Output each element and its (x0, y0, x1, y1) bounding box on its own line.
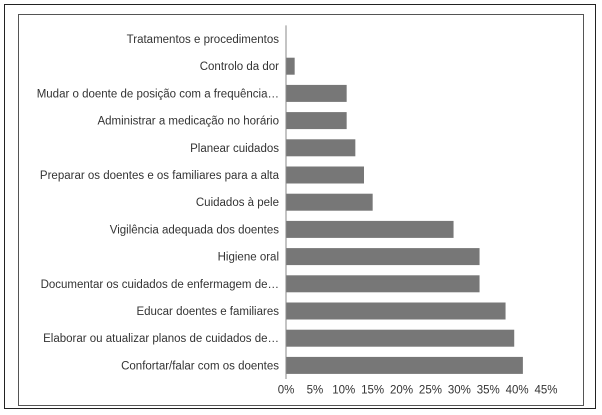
x-tick-label: 40% (506, 384, 529, 396)
bar (286, 112, 347, 130)
category-label: Educar doentes e familiares (136, 306, 279, 318)
bar (286, 57, 295, 75)
category-label: Mudar o doente de posição com a frequênc… (37, 88, 279, 100)
bar (286, 329, 515, 347)
category-label: Tratamentos e procedimentos (127, 34, 280, 46)
x-tick-label: 5% (307, 384, 324, 396)
category-label: Planear cuidados (190, 143, 279, 155)
x-tick-label: 25% (419, 384, 442, 396)
x-tick-label: 20% (390, 384, 413, 396)
x-tick-labels: 0% 5% 10% 15% 20% 25% 30% 35% 40% 45% (278, 384, 558, 396)
bar (286, 84, 347, 102)
bars (286, 57, 523, 374)
category-label: Elaborar ou atualizar planos de cuidados… (43, 333, 279, 345)
bar (286, 220, 454, 238)
bar (286, 302, 506, 320)
x-tick-label: 15% (361, 384, 384, 396)
bar (286, 193, 373, 211)
bar (286, 275, 480, 293)
bar (286, 139, 356, 157)
category-label: Preparar os doentes e os familiares para… (40, 170, 280, 182)
x-tick-label: 10% (332, 384, 355, 396)
category-label: Administrar a medicação no horário (97, 116, 279, 128)
category-label: Confortar/falar com os doentes (121, 360, 279, 372)
category-label: Documentar os cuidados de enfermagem de… (41, 279, 279, 291)
bar (286, 356, 523, 374)
category-label: Vigilência adequada dos doentes (110, 224, 279, 236)
x-tick-label: 0% (278, 384, 295, 396)
category-label: Cuidados à pele (196, 197, 279, 209)
x-tick-label: 30% (448, 384, 471, 396)
bar (286, 166, 364, 184)
x-tick-label: 45% (534, 384, 557, 396)
bar (286, 248, 480, 266)
category-labels: Tratamentos e procedimentos Controlo da d… (37, 34, 280, 372)
category-label: Higiene oral (218, 252, 279, 264)
category-label: Controlo da dor (200, 61, 279, 73)
x-tick-label: 35% (477, 384, 500, 396)
